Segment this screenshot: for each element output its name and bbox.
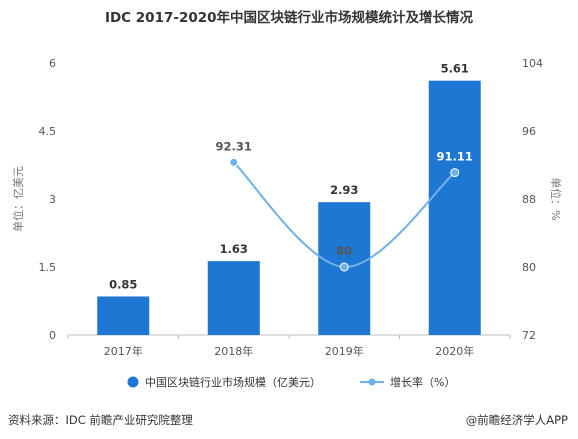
legend-line-point (368, 378, 376, 386)
source-note: 资料来源：IDC 前瞻产业研究院整理 (8, 413, 193, 427)
x-tick-label: 2018年 (214, 344, 253, 358)
line-series: 92.31 80 91.11 (216, 139, 473, 272)
bar-value-label: 5.61 (441, 62, 469, 76)
bar (428, 80, 481, 336)
y-left-tick-label: 3 (49, 193, 56, 206)
legend-bar-marker (127, 376, 139, 388)
x-tick-label: 2019年 (325, 344, 364, 358)
line-point (450, 168, 460, 178)
x-tick-label: 2017年 (104, 344, 143, 358)
y-right-tick-label: 72 (522, 329, 536, 342)
line-value-label: 91.11 (437, 150, 473, 164)
y-right-tick-label: 96 (522, 125, 536, 138)
bar-value-label: 1.63 (220, 242, 248, 256)
y-right-tick-label: 80 (522, 261, 536, 274)
y-left-tick-label: 4.5 (39, 125, 57, 138)
y-left-tick-label: 6 (49, 57, 56, 70)
legend-line-label: 增长率（%） (390, 375, 455, 389)
line-value-label: 92.31 (216, 139, 252, 153)
y-left-tick-label: 1.5 (39, 261, 57, 274)
chart-title: IDC 2017-2020年中国区块链行业市场规模统计及增长情况 (105, 9, 474, 26)
bar-value-label: 2.93 (330, 183, 358, 197)
credit-note: @前瞻经济学人APP (465, 413, 568, 427)
y-left-axis-title: 单位：亿美元 (11, 166, 25, 232)
y-right-tick-label: 104 (522, 57, 543, 70)
bar-value-label: 0.85 (109, 277, 137, 291)
line-value-label: 80 (336, 244, 352, 258)
chart-axes: 0 1.5 3 4.5 6 72 80 88 96 104 2017年 2018年 2019年 2020年… (11, 57, 563, 358)
bar (207, 261, 260, 335)
bar-series: 0.85 1.63 2.93 5.61 (97, 62, 481, 336)
y-right-axis-title: 单位：% (549, 177, 563, 220)
bar (97, 296, 150, 335)
x-tick-label: 2020年 (435, 344, 474, 358)
y-left-tick-label: 0 (49, 329, 56, 342)
chart-legend: 中国区块链行业市场规模（亿美元） 增长率（%） (127, 375, 455, 389)
line-point (229, 157, 239, 167)
line-point (339, 262, 349, 272)
legend-bar-label: 中国区块链行业市场规模（亿美元） (145, 375, 321, 389)
y-right-tick-label: 88 (522, 193, 536, 206)
